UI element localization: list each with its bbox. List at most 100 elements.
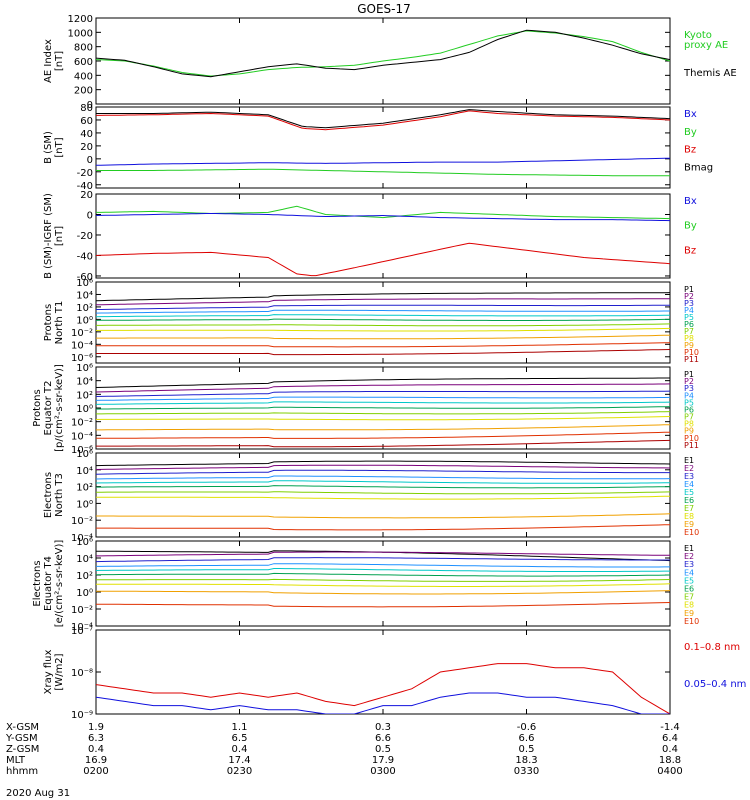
y-tick-label: 10⁶	[76, 278, 93, 289]
series-line-black	[96, 29, 670, 78]
y-tick-label: 10⁰	[76, 499, 93, 510]
y-tick-label: -60	[77, 272, 93, 283]
channel-label: P10	[684, 434, 699, 443]
legend-label: Bz	[684, 245, 696, 256]
channel-line-P10	[96, 342, 670, 348]
x-axis-value: 1.1	[232, 722, 248, 733]
channel-label: E8	[684, 601, 694, 610]
y-axis-label: Protons	[32, 389, 43, 426]
y-tick-label: 40	[80, 129, 93, 140]
y-tick-label: 200	[74, 86, 93, 97]
channel-label: E8	[684, 512, 694, 521]
series-line-green	[96, 205, 670, 220]
channel-line-E3	[96, 557, 670, 563]
y-axis-label: Electrons	[32, 560, 43, 606]
channel-label: P4	[684, 391, 694, 400]
y-tick-label: 10⁻²	[71, 418, 93, 429]
panel-ae: 0 200 400 600 800 1000 1200 AE Index [nT] Kyotopr…	[43, 14, 737, 111]
channel-line-E7	[96, 491, 670, 495]
channel-label: P1	[684, 285, 694, 294]
y-tick-label: 20	[80, 190, 93, 201]
y-tick-label: 10²	[76, 571, 93, 582]
y-axis-label: [nT]	[54, 137, 65, 157]
y-axis-label: AE Index	[43, 39, 54, 83]
channel-label: E5	[684, 488, 694, 497]
y-tick-label: 0	[87, 210, 93, 221]
x-axis-value: 0330	[514, 766, 539, 777]
legend-label: Bmag	[684, 162, 713, 173]
y-tick-label: 10⁴	[76, 466, 93, 477]
y-axis-label: Protons	[43, 304, 54, 341]
channel-line-P4	[96, 309, 670, 314]
x-axis-value: -1.4	[660, 722, 680, 733]
channel-label: P7	[684, 413, 694, 422]
x-axis-value: 6.6	[519, 733, 535, 744]
channel-line-P1	[96, 292, 670, 302]
x-axis-value: 18.8	[659, 755, 681, 766]
x-axis-value: 0.4	[662, 744, 678, 755]
legend-label: Bx	[684, 109, 697, 120]
channel-line-P6	[96, 318, 670, 321]
series-line-black	[96, 109, 670, 129]
channel-line-E9	[96, 513, 670, 519]
panel-ee: 10⁶ 10⁴ 10² 10⁰ 10⁻² 10⁻⁴ Electrons Equator T4[…	[32, 537, 699, 633]
channel-label: E9	[684, 609, 694, 618]
panel-xray: 10⁻⁷ 10⁻⁸ 10⁻⁹ Xray flux [W/m2] 0.1–0.8 nm 0.0…	[43, 626, 746, 721]
y-tick-label: 10⁻²	[71, 605, 93, 616]
panel-frame	[95, 540, 671, 627]
y-tick-label: 0	[87, 100, 93, 111]
x-axis-value: 0230	[227, 766, 252, 777]
channel-line-P8	[96, 327, 670, 332]
legend-label: Themis AE	[683, 68, 737, 79]
channel-line-E4	[96, 563, 670, 568]
x-axis-value: 18.3	[515, 755, 537, 766]
channel-label: E2	[684, 464, 694, 473]
y-tick-label: 10⁻⁴	[71, 340, 93, 351]
x-axis-value: 0.4	[88, 744, 104, 755]
x-axis-value: 0.5	[375, 744, 391, 755]
y-tick-label: 10⁶	[76, 363, 93, 374]
x-axis-value: 6.4	[662, 733, 678, 744]
channel-label: E6	[684, 585, 694, 594]
channel-label: P9	[684, 341, 694, 350]
series-group	[96, 663, 670, 714]
y-axis-label: Equator T2	[43, 381, 54, 436]
y-tick-label: 10⁻⁴	[71, 431, 93, 442]
channel-line-E1	[96, 460, 670, 467]
y-tick-label: 600	[74, 57, 93, 68]
channel-line-E5	[96, 568, 670, 572]
channel-line-P4	[96, 396, 670, 401]
y-tick-label: -20	[77, 231, 93, 242]
y-tick-label: 80	[80, 103, 93, 114]
channel-line-P3	[96, 304, 670, 310]
y-axis-label: North T1	[54, 301, 65, 345]
x-axis-row-label: Z-GSM	[6, 744, 39, 755]
series-group	[96, 377, 670, 448]
channel-label: P3	[684, 299, 694, 308]
channel-label: E4	[684, 480, 694, 489]
y-tick-label: 10⁻⁸	[71, 668, 93, 679]
channel-label: P2	[684, 377, 694, 386]
y-tick-label: 10⁶	[76, 537, 93, 548]
channel-label: P10	[684, 348, 699, 357]
channel-label: P7	[684, 327, 694, 336]
y-tick-label: 10⁻⁴	[71, 622, 93, 633]
y-tick-label: 400	[74, 71, 93, 82]
channel-label: E7	[684, 504, 694, 513]
channel-label: E5	[684, 576, 694, 585]
channel-label: P2	[684, 292, 694, 301]
series-line-red	[96, 110, 670, 131]
x-axis-value: 6.5	[232, 733, 248, 744]
x-axis-value: 6.3	[88, 733, 104, 744]
channel-label: E10	[684, 617, 699, 626]
x-axis-value: 1.9	[88, 722, 104, 733]
x-axis-value: 0.5	[519, 744, 535, 755]
legend-label: By	[684, 221, 697, 232]
channel-line-E8	[96, 495, 670, 500]
x-axis-row-label: MLT	[6, 755, 26, 766]
channel-line-E6	[96, 572, 670, 577]
x-axis-row-label: hhmm	[6, 766, 38, 777]
